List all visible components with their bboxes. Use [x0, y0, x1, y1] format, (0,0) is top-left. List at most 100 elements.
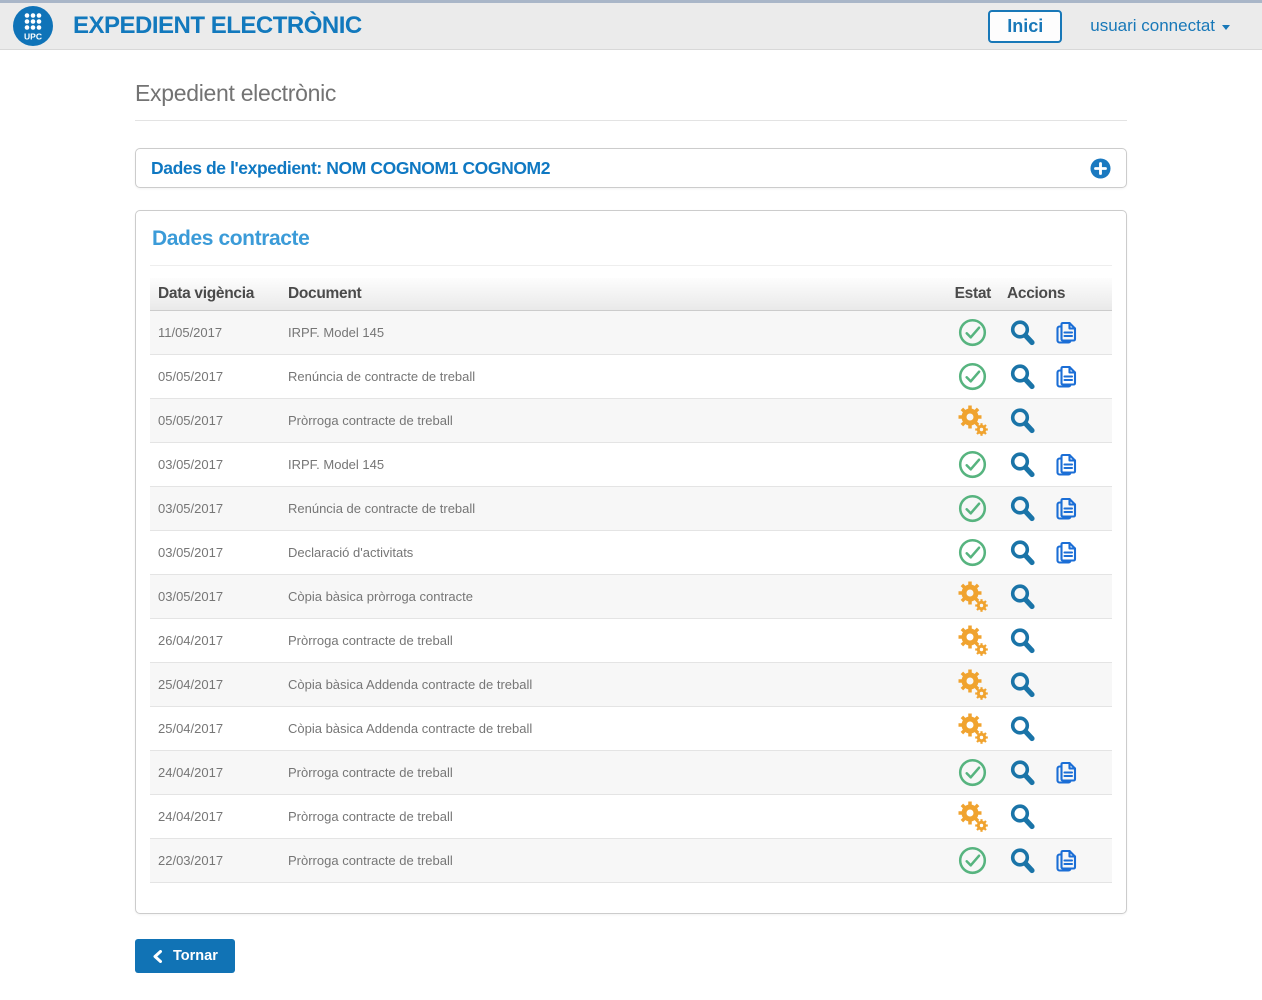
view-document-button[interactable] — [1007, 494, 1037, 524]
table-row: 03/05/2017 Còpia bàsica pròrroga contrac… — [150, 574, 1112, 619]
upc-logo[interactable]: UPC — [13, 6, 53, 46]
copy-document-button[interactable] — [1051, 758, 1081, 788]
magnifier-icon — [1010, 363, 1035, 389]
header-right: Inici usuari connectat — [988, 9, 1230, 43]
svg-text:UPC: UPC — [24, 32, 42, 42]
contracte-panel: Dades contracte Data vigència Document E… — [135, 210, 1127, 914]
expedient-panel-title: Dades de l'expedient: NOM COGNOM1 COGNOM… — [151, 157, 551, 178]
row-actions — [999, 398, 1112, 443]
column-header-document: Document — [280, 278, 947, 311]
row-date: 24/04/2017 — [150, 794, 280, 839]
row-actions — [999, 574, 1112, 619]
row-actions — [999, 486, 1112, 531]
status-in-progress-gears-icon — [958, 669, 988, 700]
row-status — [946, 618, 999, 663]
row-status — [946, 530, 999, 575]
caret-down-icon — [1222, 25, 1230, 30]
tornar-button[interactable]: Tornar — [135, 939, 235, 973]
row-document: Còpia bàsica Addenda contracte de trebal… — [280, 706, 947, 751]
row-document: Pròrroga contracte de treball — [280, 794, 947, 839]
row-document: Pròrroga contracte de treball — [280, 750, 947, 795]
status-in-progress-gears-icon — [958, 713, 988, 744]
status-completed-check-circle-icon — [959, 318, 987, 347]
row-status — [946, 354, 999, 399]
inici-button[interactable]: Inici — [988, 9, 1063, 43]
row-date: 05/05/2017 — [150, 354, 280, 399]
row-date: 03/05/2017 — [150, 530, 280, 575]
row-document: Còpia bàsica pròrroga contracte — [280, 574, 947, 619]
row-date: 03/05/2017 — [150, 442, 280, 487]
table-row: 25/04/2017 Còpia bàsica Addenda contract… — [150, 662, 1112, 707]
view-document-button[interactable] — [1007, 450, 1037, 480]
expand-expedient-button[interactable] — [1090, 157, 1111, 179]
row-status — [946, 486, 999, 531]
row-status — [946, 574, 999, 619]
table-row: 03/05/2017 Renúncia de contracte de treb… — [150, 486, 1112, 531]
view-document-button[interactable] — [1007, 670, 1037, 700]
table-row: 24/04/2017 Pròrroga contracte de treball — [150, 750, 1112, 795]
row-status — [946, 706, 999, 751]
row-date: 03/05/2017 — [150, 486, 280, 531]
copy-document-button[interactable] — [1051, 362, 1081, 392]
row-document: Renúncia de contracte de treball — [280, 354, 947, 399]
top-accent-strip — [0, 0, 1262, 3]
copy-document-icon — [1056, 761, 1076, 784]
status-in-progress-gears-icon — [958, 405, 988, 436]
magnifier-icon — [1010, 495, 1035, 521]
copy-document-button[interactable] — [1051, 538, 1081, 568]
magnifier-icon — [1010, 451, 1035, 477]
contract-table-body: 11/05/2017 IRPF. Model 145 05/05/2017 Re… — [150, 310, 1112, 883]
divider — [150, 265, 1112, 266]
main-content: Expedient electrònic Dades de l'expedien… — [135, 80, 1127, 973]
copy-document-button[interactable] — [1051, 450, 1081, 480]
row-actions — [999, 354, 1112, 399]
documents-table: Data vigència Document Estat Accions 11/… — [150, 278, 1112, 883]
status-in-progress-gears-icon — [958, 625, 988, 656]
row-actions — [999, 618, 1112, 663]
copy-document-icon — [1056, 365, 1076, 388]
user-menu[interactable]: usuari connectat — [1090, 16, 1230, 36]
view-document-button[interactable] — [1007, 406, 1037, 436]
magnifier-icon — [1010, 671, 1035, 697]
row-status — [946, 838, 999, 883]
column-header-date: Data vigència — [150, 278, 280, 311]
copy-document-button[interactable] — [1051, 494, 1081, 524]
table-header-row: Data vigència Document Estat Accions — [150, 278, 1112, 311]
row-status — [946, 442, 999, 487]
view-document-button[interactable] — [1007, 626, 1037, 656]
view-document-button[interactable] — [1007, 846, 1037, 876]
view-document-button[interactable] — [1007, 802, 1037, 832]
copy-document-button[interactable] — [1051, 318, 1081, 348]
view-document-button[interactable] — [1007, 362, 1037, 392]
row-document: Pròrroga contracte de treball — [280, 618, 947, 663]
row-status — [946, 310, 999, 355]
app-title: EXPEDIENT ELECTRÒNIC — [73, 12, 362, 39]
view-document-button[interactable] — [1007, 582, 1037, 612]
row-status — [946, 662, 999, 707]
view-document-button[interactable] — [1007, 538, 1037, 568]
row-document: IRPF. Model 145 — [280, 442, 947, 487]
row-actions — [999, 310, 1112, 355]
magnifier-icon — [1010, 715, 1035, 741]
copy-document-icon — [1056, 321, 1076, 344]
view-document-button[interactable] — [1007, 318, 1037, 348]
user-menu-label: usuari connectat — [1090, 16, 1215, 35]
view-document-button[interactable] — [1007, 714, 1037, 744]
row-document: Còpia bàsica Addenda contracte de trebal… — [280, 662, 947, 707]
table-row: 26/04/2017 Pròrroga contracte de treball — [150, 618, 1112, 663]
row-actions — [999, 530, 1112, 575]
plus-circle-icon — [1090, 157, 1111, 179]
row-actions — [999, 662, 1112, 707]
copy-document-button[interactable] — [1051, 846, 1081, 876]
row-date: 25/04/2017 — [150, 662, 280, 707]
table-row: 05/05/2017 Pròrroga contracte de treball — [150, 398, 1112, 443]
row-document: Pròrroga contracte de treball — [280, 838, 947, 883]
magnifier-icon — [1010, 583, 1035, 609]
table-row: 24/04/2017 Pròrroga contracte de treball — [150, 794, 1112, 839]
app-header: UPC EXPEDIENT ELECTRÒNIC Inici usuari co… — [0, 3, 1262, 50]
row-actions — [999, 794, 1112, 839]
status-in-progress-gears-icon — [958, 581, 988, 612]
status-completed-check-circle-icon — [959, 758, 987, 787]
view-document-button[interactable] — [1007, 758, 1037, 788]
row-date: 22/03/2017 — [150, 838, 280, 883]
